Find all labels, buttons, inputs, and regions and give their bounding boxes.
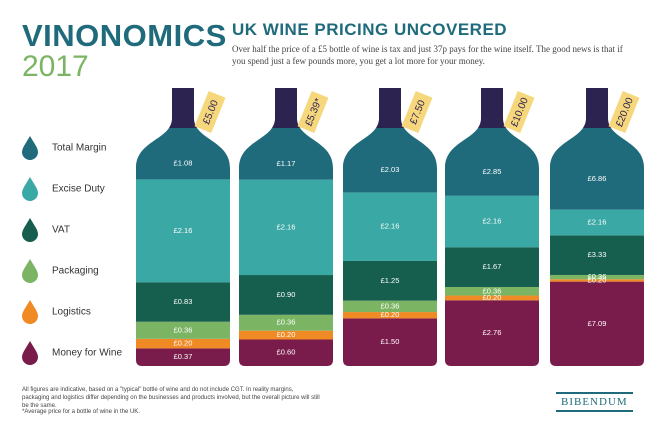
value-label: £1.17	[277, 159, 296, 168]
value-label: £0.36	[174, 325, 193, 334]
legend-label: Money for Wine	[52, 348, 122, 359]
value-label: £0.20	[277, 330, 296, 339]
legend-swatch	[22, 177, 38, 201]
segment	[136, 348, 230, 366]
legend-label: Total Margin	[52, 143, 106, 154]
bottle	[445, 88, 539, 366]
tag	[608, 91, 640, 133]
segment	[550, 281, 644, 366]
segment	[550, 209, 644, 236]
value-label: £2.03	[381, 165, 400, 174]
segment	[136, 321, 230, 339]
segment	[239, 128, 333, 180]
legend-swatch	[22, 341, 38, 365]
legend-label: Excise Duty	[52, 184, 105, 195]
value-label: £2.76	[483, 328, 502, 337]
year: 2017	[22, 50, 89, 83]
legend-label: Packaging	[52, 266, 99, 277]
legend-swatch	[22, 136, 38, 160]
segment	[136, 128, 230, 180]
tag	[194, 91, 226, 133]
value-label: £1.67	[483, 262, 502, 271]
value-label: £2.16	[483, 217, 502, 226]
legend-label: VAT	[52, 225, 70, 236]
segment	[550, 274, 644, 280]
legend-label: Logistics	[52, 307, 91, 318]
price-tag: £7.50	[401, 91, 433, 133]
brand: VINONOMICS	[22, 18, 227, 53]
value-label: £1.08	[174, 159, 193, 168]
segment	[550, 128, 644, 210]
segment	[136, 179, 230, 283]
value-label: £0.20	[381, 310, 400, 319]
segment	[343, 300, 437, 313]
segment	[343, 312, 437, 319]
value-label: £1.50	[381, 337, 400, 346]
segment	[550, 279, 644, 282]
segment	[239, 314, 333, 331]
segment	[343, 192, 437, 261]
value-label: £2.16	[174, 226, 193, 235]
segment	[343, 128, 437, 193]
value-label: £0.36	[277, 318, 296, 327]
value-label: £0.36	[588, 272, 607, 281]
subtitle: Over half the price of a £5 bottle of wi…	[232, 44, 623, 66]
value-label: £2.16	[381, 222, 400, 231]
value-label: £0.90	[277, 290, 296, 299]
value-label: £0.60	[277, 348, 296, 357]
segment	[239, 330, 333, 340]
chart-title: UK WINE PRICING UNCOVERED	[232, 20, 508, 39]
value-label: £7.09	[588, 319, 607, 328]
segment	[445, 247, 539, 287]
value-label: £2.16	[277, 222, 296, 231]
price-tag: £20.00	[608, 91, 640, 133]
value-label: £0.36	[483, 286, 502, 295]
value-label: £0.37	[174, 352, 193, 361]
segment	[343, 318, 437, 366]
segment	[445, 295, 539, 301]
value-label: £2.16	[588, 217, 607, 226]
value-label: £0.20	[174, 339, 193, 348]
segment	[239, 275, 333, 315]
segment	[445, 128, 539, 196]
tag	[503, 91, 535, 133]
value-label: £1.25	[381, 276, 400, 285]
value-label: £0.20	[588, 275, 607, 284]
segment	[239, 179, 333, 276]
price-tag: £5.00	[194, 91, 226, 133]
price-tag: £10.00	[503, 91, 535, 133]
legend-swatch	[22, 218, 38, 242]
value-label: £0.36	[381, 301, 400, 310]
legend-swatch	[22, 300, 38, 324]
note: All figures are indicative, based on a "…	[22, 387, 320, 409]
value-label: £3.33	[588, 250, 607, 259]
tag	[401, 91, 433, 133]
segment	[136, 282, 230, 322]
segment	[445, 300, 539, 366]
tag	[297, 91, 329, 133]
value-label: £0.20	[483, 293, 502, 302]
note: *Average price for a bottle of wine in t…	[22, 409, 140, 415]
logo: BIBENDUM	[556, 392, 633, 412]
segment	[550, 235, 644, 275]
segment	[343, 260, 437, 301]
segment	[136, 338, 230, 349]
value-label: £0.83	[174, 297, 193, 306]
value-label: £2.85	[483, 167, 502, 176]
price-tag: £5.39*	[297, 91, 329, 133]
segment	[445, 286, 539, 296]
value-label: £6.86	[588, 174, 607, 183]
segment	[445, 195, 539, 248]
segment	[239, 339, 333, 366]
legend-swatch	[22, 259, 38, 283]
